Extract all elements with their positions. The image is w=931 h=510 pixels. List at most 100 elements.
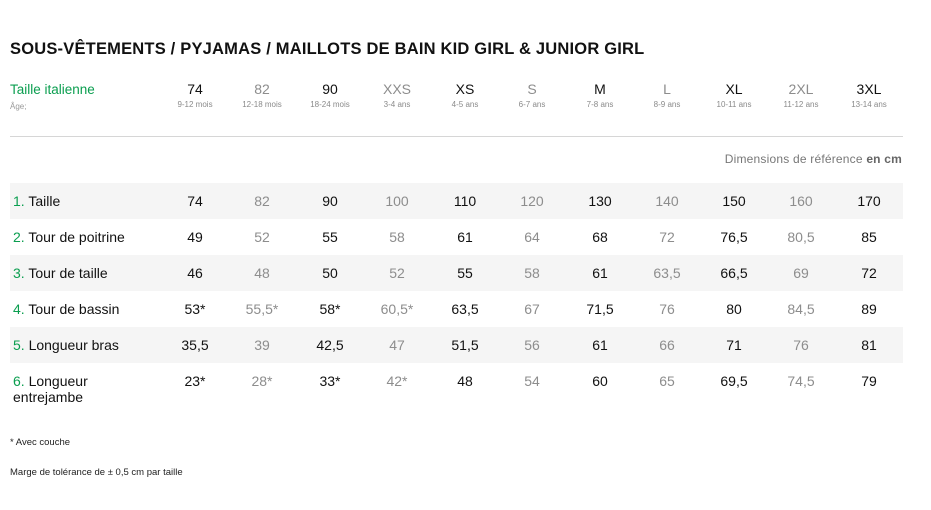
size-age: 3-4 ans	[383, 100, 411, 109]
row-label-text: Longueur bras	[28, 337, 119, 353]
row-label: 5. Longueur bras	[13, 337, 153, 353]
table-cell: 160	[789, 193, 813, 209]
row-number: 2.	[13, 229, 25, 245]
age-label: Âge;	[10, 102, 27, 111]
table-cell: 23*	[184, 373, 206, 389]
table-cell: 47	[389, 337, 405, 353]
row-label-text: Tour de poitrine	[28, 229, 125, 245]
table-cell: 65	[659, 373, 675, 389]
table-cell: 100	[385, 193, 409, 209]
size-name: XXS	[382, 81, 411, 97]
table-cell: 42*	[386, 373, 408, 389]
table-cell: 51,5	[451, 337, 479, 353]
row-label: 1. Taille	[13, 193, 153, 209]
table-row: 5. Longueur bras 35,5 39 42,5 47 51,5 56 61 66 71…	[10, 327, 903, 363]
row-label-text: Tour de bassin	[28, 301, 120, 317]
size-age: 12-18 mois	[242, 100, 282, 109]
table-row: 4. Tour de bassin 53* 55,5* 58* 60,5* 63,5 67 7…	[10, 291, 903, 327]
size-header: Taille italienne Âge; 74 9-12 mois 82 12-18…	[10, 80, 903, 120]
table-cell: 58	[524, 265, 540, 281]
table-cell: 72	[861, 265, 877, 281]
table-cell: 82	[254, 193, 270, 209]
size-column-header: L 8-9 ans	[637, 80, 697, 111]
table-row: 3. Tour de taille 46 48 50 52 55 58 61 63,5 66,5 6…	[10, 255, 903, 291]
row-number: 3.	[13, 265, 25, 281]
size-column-header: S 6-7 ans	[502, 80, 562, 111]
table-cell: 52	[389, 265, 405, 281]
table-cell: 66,5	[720, 265, 748, 281]
row-label: 4. Tour de bassin	[13, 301, 153, 317]
size-age: 8-9 ans	[653, 100, 681, 109]
row-label-text: Taille	[28, 193, 61, 209]
size-name: 3XL	[856, 81, 882, 97]
row-label: 3. Tour de taille	[13, 265, 153, 281]
size-column-header: M 7-8 ans	[570, 80, 630, 111]
size-age: 11-12 ans	[783, 100, 819, 109]
row-number: 5.	[13, 337, 25, 353]
table-cell: 74,5	[787, 373, 815, 389]
table-cell: 110	[453, 193, 477, 209]
table-cell: 66	[659, 337, 675, 353]
size-age: 9-12 mois	[177, 100, 213, 109]
page-title: SOUS-VÊTEMENTS / PYJAMAS / MAILLOTS DE B…	[10, 40, 645, 58]
size-name: 74	[187, 81, 203, 97]
table-cell: 53*	[184, 301, 206, 317]
size-column-header: XL 10-11 ans	[704, 80, 764, 111]
table-cell: 81	[861, 337, 877, 353]
table-cell: 68	[592, 229, 608, 245]
table-cell: 85	[861, 229, 877, 245]
table-row: 1. Taille 74 82 90 100 110 120 130 140 150 160 170	[10, 183, 903, 219]
table-row: 2. Tour de poitrine 49 52 55 58 61 64 68 72 76,5 8…	[10, 219, 903, 255]
table-cell: 84,5	[787, 301, 815, 317]
size-name: XL	[725, 81, 743, 97]
header-divider	[10, 136, 903, 137]
size-column-header: 74 9-12 mois	[165, 80, 225, 111]
table-cell: 69	[793, 265, 809, 281]
table-cell: 120	[520, 193, 544, 209]
row-number: 6.	[13, 373, 25, 389]
size-name: 82	[254, 81, 270, 97]
row-label: 2. Tour de poitrine	[13, 229, 153, 245]
table-cell: 35,5	[181, 337, 209, 353]
row-label-text: Longueur entrejambe	[13, 373, 88, 405]
size-name: L	[663, 81, 671, 97]
row-label-text: Tour de taille	[28, 265, 108, 281]
table-cell: 80,5	[787, 229, 815, 245]
table-cell: 52	[254, 229, 270, 245]
table-cell: 140	[655, 193, 679, 209]
table-cell: 150	[722, 193, 746, 209]
table-cell: 60,5*	[380, 301, 414, 317]
table-cell: 60	[592, 373, 608, 389]
table-cell: 71,5	[586, 301, 614, 317]
size-age: 6-7 ans	[518, 100, 546, 109]
table-cell: 50	[322, 265, 338, 281]
size-name: S	[527, 81, 537, 97]
table-cell: 63,5	[653, 265, 681, 281]
table-cell: 69,5	[720, 373, 748, 389]
table-cell: 67	[524, 301, 540, 317]
footnote-diaper: * Avec couche	[10, 437, 71, 448]
table-cell: 61	[457, 229, 473, 245]
measurement-table: 1. Taille 74 82 90 100 110 120 130 140 150 160 170 2…	[10, 183, 903, 411]
table-cell: 74	[187, 193, 203, 209]
size-age: 7-8 ans	[586, 100, 614, 109]
size-age: 13-14 ans	[851, 100, 887, 109]
table-cell: 79	[861, 373, 877, 389]
table-cell: 61	[592, 265, 608, 281]
size-name: 2XL	[788, 81, 814, 97]
table-cell: 71	[726, 337, 742, 353]
row-number: 1.	[13, 193, 25, 209]
size-name: 90	[322, 81, 338, 97]
units-unit: en cm	[866, 152, 902, 166]
table-row: 6. Longueur entrejambe 23* 28* 33* 42* 48 54 60…	[10, 363, 903, 411]
footnote-tolerance: Marge de tolérance de ± 0,5 cm par taill…	[10, 467, 183, 478]
table-cell: 63,5	[451, 301, 479, 317]
table-cell: 49	[187, 229, 203, 245]
table-cell: 33*	[319, 373, 341, 389]
table-cell: 170	[857, 193, 881, 209]
size-age: 10-11 ans	[716, 100, 752, 109]
size-column-header: XS 4-5 ans	[435, 80, 495, 111]
table-cell: 64	[524, 229, 540, 245]
table-cell: 55	[457, 265, 473, 281]
units-note: Dimensions de référence en cm	[725, 152, 902, 166]
